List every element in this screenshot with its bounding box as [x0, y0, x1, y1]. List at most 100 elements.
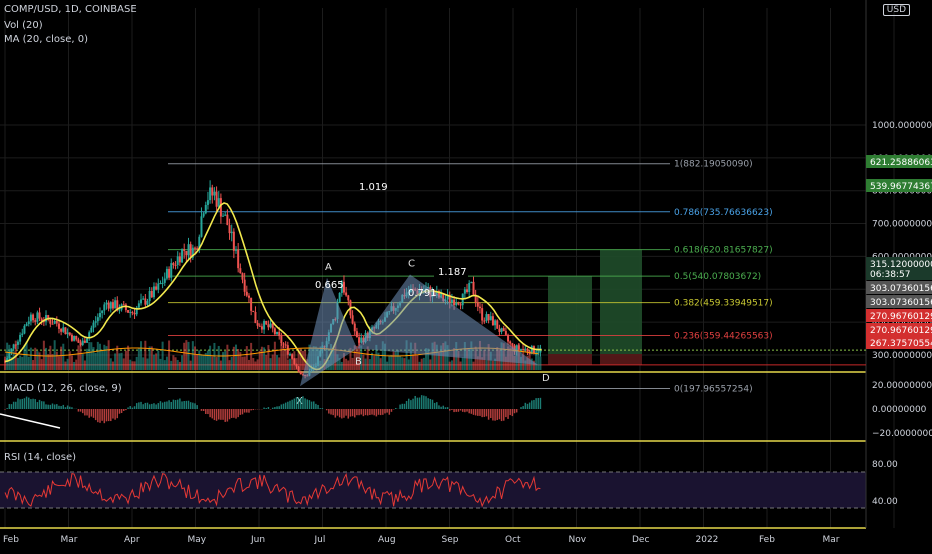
macd-legend[interactable]: MACD (12, 26, close, 9) — [4, 383, 122, 394]
long-position-stop-2 — [600, 354, 642, 365]
volume-bar — [165, 356, 168, 370]
time-axis-label: Apr — [124, 535, 140, 545]
symbol-legend[interactable]: COMP/USD, 1D, COINBASE — [4, 4, 137, 15]
candle-body — [463, 289, 466, 294]
volume-bar — [535, 350, 538, 370]
candle-body — [144, 298, 147, 305]
volume-bar — [27, 356, 30, 370]
candle-body — [51, 323, 54, 325]
candle-body — [32, 314, 35, 321]
candle-body — [284, 344, 287, 346]
volume-legend[interactable]: Vol (20) — [4, 20, 43, 31]
volume-bar — [368, 359, 371, 370]
candle-body — [57, 323, 60, 329]
candle-body — [247, 295, 250, 298]
volume-bar — [124, 350, 127, 370]
candle-body — [226, 214, 229, 226]
volume-bar — [472, 361, 475, 370]
volume-bar — [94, 352, 97, 370]
candle-body — [219, 198, 222, 217]
volume-bar — [353, 345, 356, 370]
candle-body — [62, 327, 65, 332]
candle-body — [174, 265, 177, 267]
candle-body — [260, 326, 263, 330]
time-axis-label: Nov — [569, 535, 587, 545]
volume-bar — [407, 359, 410, 370]
volume-bar — [159, 358, 162, 370]
volume-bar — [258, 351, 261, 370]
volume-bar — [23, 344, 26, 370]
fib-level-label: 0.786(735.76636623) — [674, 208, 773, 218]
rsi-legend[interactable]: RSI (14, close) — [4, 452, 77, 463]
volume-bar — [36, 351, 39, 370]
volume-bar — [401, 357, 404, 370]
volume-bar — [435, 344, 438, 370]
candle-body — [524, 348, 527, 350]
candle-body — [511, 343, 514, 346]
volume-bar — [247, 359, 250, 370]
price-badge: 303.07360156 — [870, 298, 932, 308]
candle-body — [202, 213, 205, 217]
volume-bar — [336, 354, 339, 370]
volume-bar — [185, 340, 188, 370]
volume-bar — [243, 356, 246, 370]
volume-bar — [202, 354, 205, 370]
volume-bar — [155, 353, 158, 370]
candle-body — [237, 249, 240, 269]
volume-bar — [399, 356, 402, 370]
volume-bar — [235, 344, 238, 370]
candle-body — [98, 313, 101, 318]
ratio-bg — [434, 265, 468, 278]
rsi-axis-label: 40.00 — [872, 497, 898, 507]
candle-body — [109, 302, 112, 309]
candle-body — [468, 283, 471, 293]
candle-body — [340, 281, 343, 293]
candle-body — [360, 337, 363, 343]
macd-axis-label: −20.00000000 — [872, 429, 932, 439]
candle-body — [118, 309, 121, 311]
candle-body — [204, 204, 207, 214]
candle-body — [258, 325, 261, 327]
currency-button[interactable]: USD — [882, 4, 910, 16]
volume-bar — [211, 356, 214, 370]
time-axis-label: Feb — [3, 535, 19, 545]
pattern-point-d: D — [542, 373, 550, 384]
candle-body — [448, 294, 451, 303]
candle-body — [526, 348, 529, 352]
candle-body — [53, 320, 56, 324]
pattern-point-a: A — [325, 262, 332, 273]
volume-bar — [440, 345, 443, 370]
volume-bar — [427, 348, 430, 370]
volume-bar — [338, 358, 341, 370]
candle-body — [228, 225, 231, 234]
candle-body — [288, 354, 291, 356]
volume-bar — [88, 342, 91, 370]
candle-body — [491, 316, 494, 326]
volume-bar — [57, 356, 60, 370]
volume-bar — [38, 352, 41, 370]
volume-bar — [157, 350, 160, 370]
volume-bar — [137, 348, 140, 370]
ma-legend[interactable]: MA (20, close, 0) — [4, 34, 89, 45]
candle-body — [222, 215, 225, 217]
volume-bar — [222, 352, 225, 370]
volume-bar — [77, 345, 80, 370]
volume-bar — [418, 361, 421, 370]
price-badge: 06:38:57 — [870, 270, 910, 280]
candle-body — [181, 249, 184, 263]
price-badge: 539.96774367 — [870, 182, 932, 192]
candle-body — [217, 198, 220, 207]
candle-body — [496, 320, 499, 329]
time-axis-label: Feb — [759, 535, 775, 545]
volume-bar — [297, 349, 300, 370]
rsi-band — [0, 472, 866, 508]
volume-bar — [379, 358, 382, 370]
volume-bar — [358, 340, 361, 370]
candle-body — [114, 300, 117, 309]
volume-bar — [70, 355, 73, 370]
candle-body — [502, 328, 505, 332]
candle-body — [353, 323, 356, 332]
volume-bar — [230, 356, 233, 370]
candle-body — [55, 320, 58, 324]
